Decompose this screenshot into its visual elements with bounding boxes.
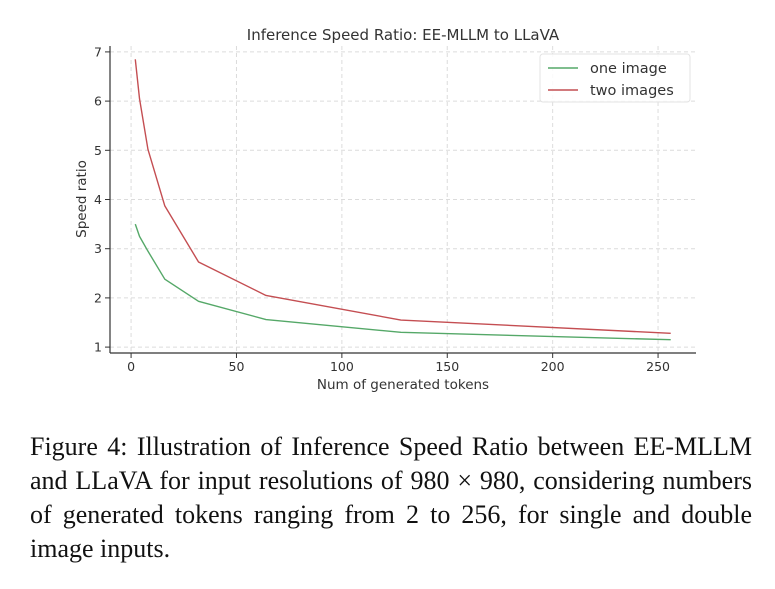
x-tick-label: 0 (127, 359, 135, 374)
x-tick-label: 150 (435, 359, 459, 374)
series-lines (134, 59, 671, 341)
legend: one image two images (539, 53, 691, 103)
x-tick-label: 100 (330, 359, 354, 374)
speed-ratio-chart: Inference Speed Ratio: EE-MLLM to LLaVA … (74, 26, 696, 393)
y-tick-label: 6 (94, 94, 102, 109)
legend-label: two images (590, 83, 674, 99)
y-tick-label: 1 (94, 340, 102, 355)
series-line-one-image (134, 223, 671, 341)
y-axis-label: Speed ratio (74, 160, 90, 238)
axes: 0 50 100 150 200 250 1 2 3 4 5 6 7 (94, 44, 696, 374)
y-tick-label: 2 (94, 290, 102, 305)
y-tick-label: 7 (94, 44, 102, 59)
x-tick-label: 200 (541, 359, 565, 374)
x-tick-label: 50 (229, 359, 245, 374)
chart-title: Inference Speed Ratio: EE-MLLM to LLaVA (247, 26, 560, 44)
x-axis-label: Num of generated tokens (317, 377, 489, 393)
figure-caption: Figure 4: Illustration of Inference Spee… (30, 432, 752, 563)
y-tick-label: 3 (94, 241, 102, 256)
x-tick-label: 250 (646, 359, 670, 374)
series-line-two-images (134, 59, 671, 335)
y-tick-label: 4 (94, 192, 102, 207)
legend-label: one image (590, 61, 667, 77)
y-tick-label: 5 (94, 143, 102, 158)
